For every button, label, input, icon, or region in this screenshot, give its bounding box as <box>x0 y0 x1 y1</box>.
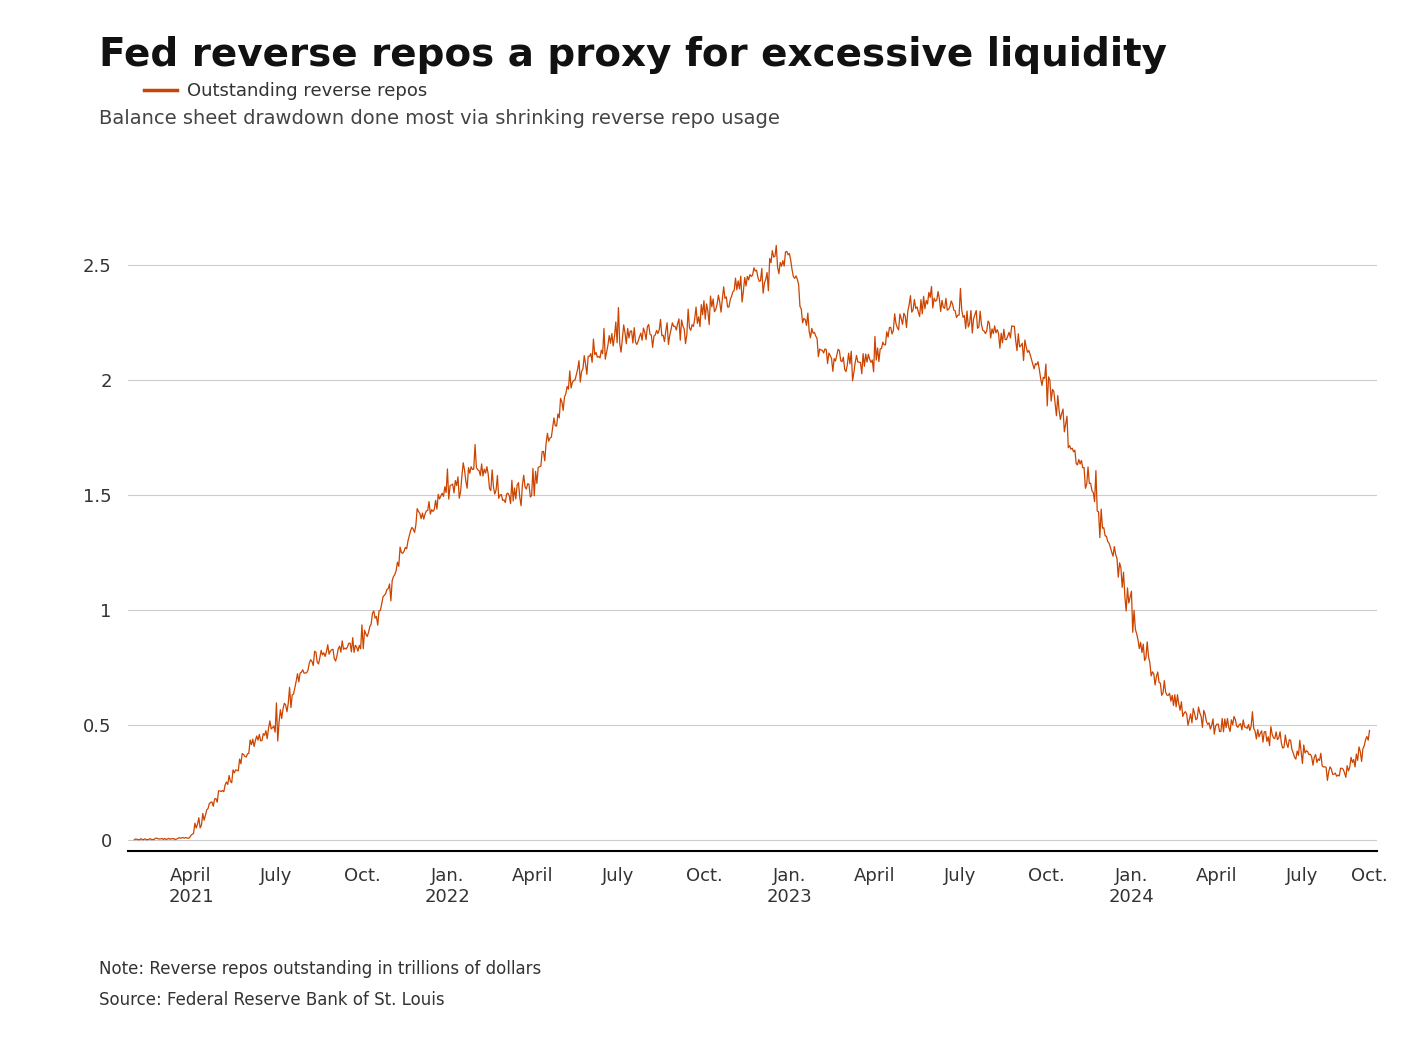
Text: Fed reverse repos a proxy for excessive liquidity: Fed reverse repos a proxy for excessive … <box>99 36 1167 75</box>
Text: Note: Reverse repos outstanding in trillions of dollars: Note: Reverse repos outstanding in trill… <box>99 960 541 978</box>
Legend: Outstanding reverse repos: Outstanding reverse repos <box>136 75 435 108</box>
Text: Balance sheet drawdown done most via shrinking reverse repo usage: Balance sheet drawdown done most via shr… <box>99 109 780 128</box>
Text: Source: Federal Reserve Bank of St. Louis: Source: Federal Reserve Bank of St. Loui… <box>99 991 444 1009</box>
